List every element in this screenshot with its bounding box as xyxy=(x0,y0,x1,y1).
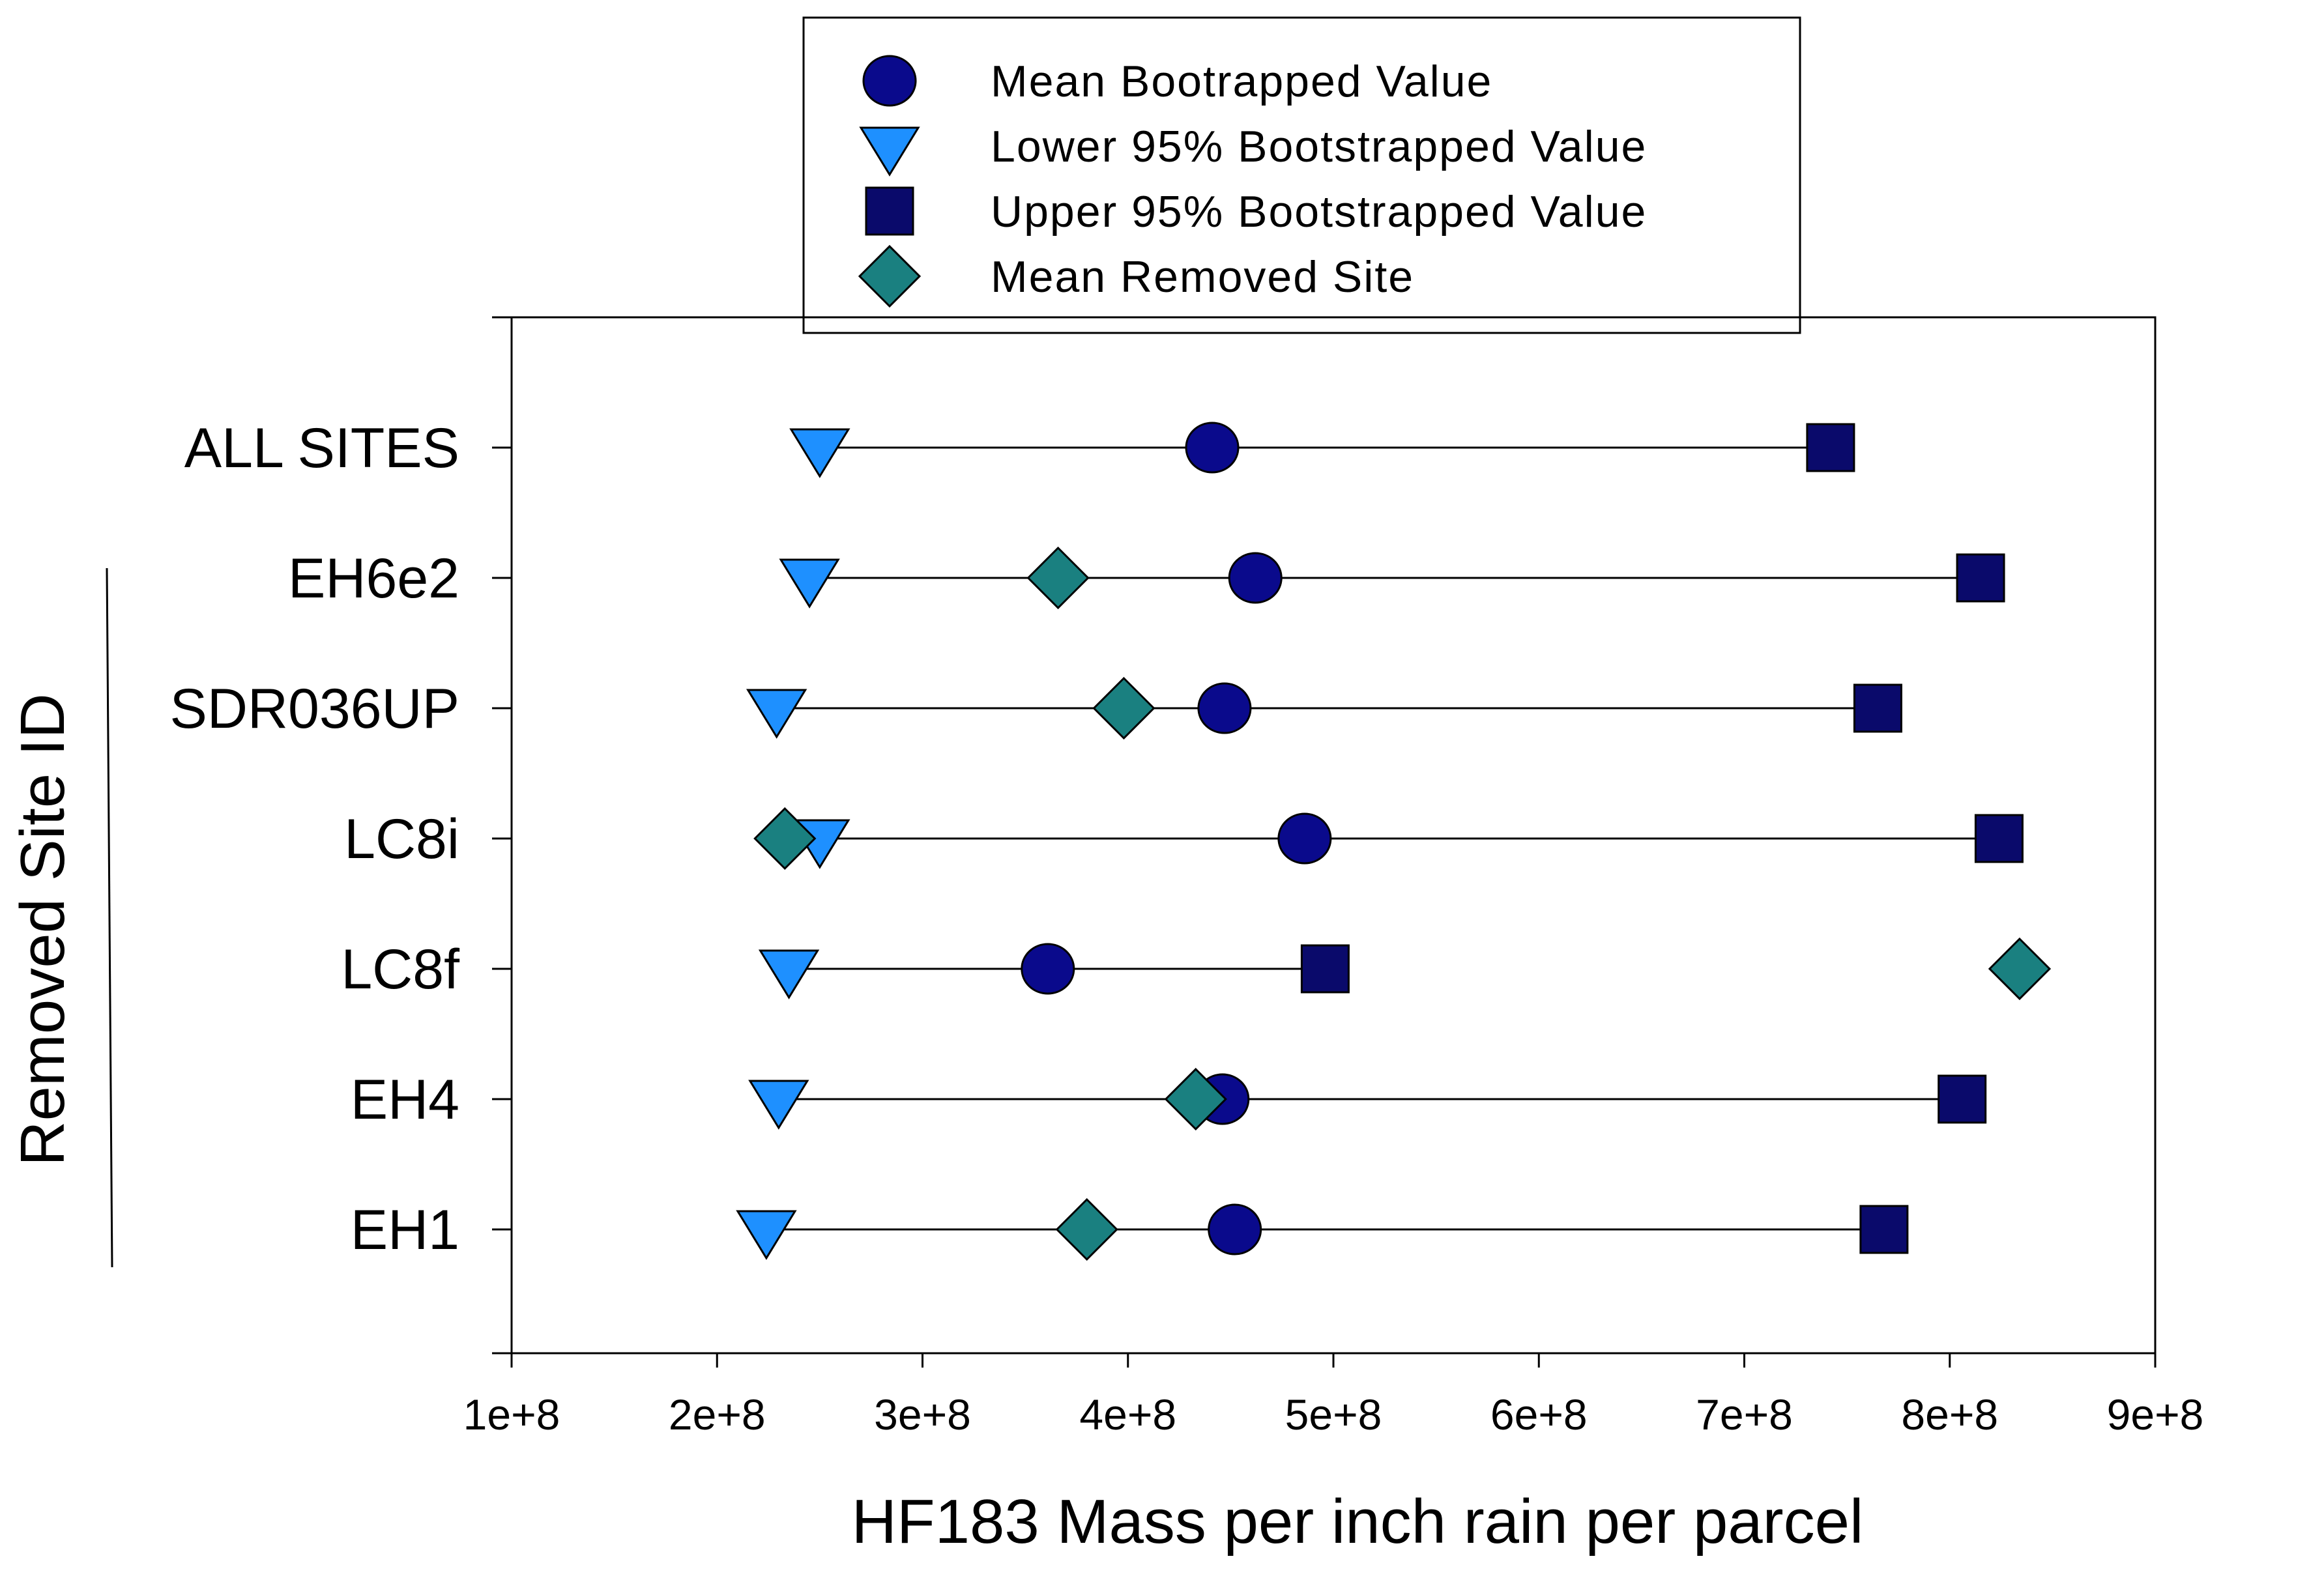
y-tick-label: ALL SITES xyxy=(184,417,459,480)
y-tick-label: LC8i xyxy=(344,808,459,870)
legend-marker-square xyxy=(865,186,914,236)
x-tick-label: 5e+8 xyxy=(1285,1390,1382,1439)
legend: Mean Bootrapped Value Lower 95% Bootstrap… xyxy=(802,16,1801,334)
x-tick-label: 6e+8 xyxy=(1490,1390,1588,1439)
point-triangle-down xyxy=(789,428,850,478)
y-tick-label: EH1 xyxy=(351,1199,459,1261)
point-triangle-down xyxy=(758,949,820,999)
legend-marker-triangle-down xyxy=(859,126,920,177)
y-tick-label: SDR036UP xyxy=(169,678,459,740)
point-diamond xyxy=(1026,546,1090,610)
group-bracket xyxy=(106,567,113,1268)
point-diamond xyxy=(1092,676,1155,740)
x-ticks: 1e+8 2e+8 3e+8 4e+8 5e+8 6e+8 7e+8 8e+8 9e+8 xyxy=(463,1353,2204,1439)
y-tick-label: LC8f xyxy=(341,938,460,1001)
legend-label: Upper 95% Bootstrapped Value xyxy=(991,187,1647,237)
legend-label: Mean Removed Site xyxy=(991,252,1414,302)
point-diamond xyxy=(1988,937,2052,1001)
point-square xyxy=(1300,944,1350,994)
x-tick-label: 2e+8 xyxy=(669,1390,766,1439)
legend-label: Lower 95% Bootstrapped Value xyxy=(991,122,1647,171)
x-tick-label: 4e+8 xyxy=(1079,1390,1176,1439)
point-diamond xyxy=(1164,1067,1227,1131)
legend-box xyxy=(802,16,1801,334)
point-triangle-down xyxy=(736,1210,797,1260)
point-square xyxy=(1956,553,2005,603)
point-square xyxy=(1859,1205,1909,1254)
point-circle xyxy=(1277,812,1332,865)
point-circle xyxy=(1021,943,1075,995)
point-diamond xyxy=(753,807,817,870)
legend-marker-diamond xyxy=(858,244,922,308)
point-triangle-down xyxy=(746,689,807,739)
point-circle xyxy=(1208,1203,1262,1255)
y-axis-title: Removed Site ID xyxy=(8,693,78,1166)
point-square xyxy=(1974,814,2024,863)
legend-marker-circle xyxy=(862,55,917,107)
point-square xyxy=(1938,1074,1987,1124)
x-tick-label: 7e+8 xyxy=(1696,1390,1793,1439)
y-ticks: ALL SITES EH6e2 SDR036UP LC8i LC8f EH4 EH1 xyxy=(169,316,512,1355)
point-square xyxy=(1853,683,1902,733)
point-circle xyxy=(1228,552,1283,604)
y-tick-label: EH6e2 xyxy=(288,547,459,610)
x-axis-title: HF183 Mass per inch rain per parcel xyxy=(852,1487,1864,1556)
legend-label: Mean Bootrapped Value xyxy=(991,57,1492,106)
point-triangle-down xyxy=(748,1080,809,1130)
x-tick-label: 3e+8 xyxy=(874,1390,971,1439)
point-circle xyxy=(1197,682,1252,734)
x-tick-label: 8e+8 xyxy=(1901,1390,1998,1439)
markers xyxy=(736,422,2052,1261)
point-triangle-down xyxy=(779,558,840,609)
point-circle xyxy=(1185,422,1240,474)
x-tick-label: 1e+8 xyxy=(463,1390,560,1439)
range-lines xyxy=(766,446,1999,1231)
point-square xyxy=(1806,423,1855,472)
point-diamond xyxy=(1055,1198,1118,1261)
y-tick-label: EH4 xyxy=(351,1069,459,1131)
x-tick-label: 9e+8 xyxy=(2107,1390,2204,1439)
